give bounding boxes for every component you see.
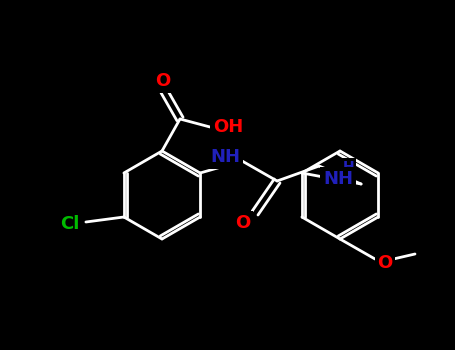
Text: O: O bbox=[236, 214, 251, 232]
Text: O: O bbox=[155, 72, 171, 90]
Text: H: H bbox=[342, 160, 354, 174]
Text: NH: NH bbox=[210, 148, 240, 166]
Text: Cl: Cl bbox=[60, 215, 80, 233]
Text: NH: NH bbox=[323, 170, 353, 188]
Text: OH: OH bbox=[213, 118, 243, 136]
Text: O: O bbox=[377, 254, 393, 272]
